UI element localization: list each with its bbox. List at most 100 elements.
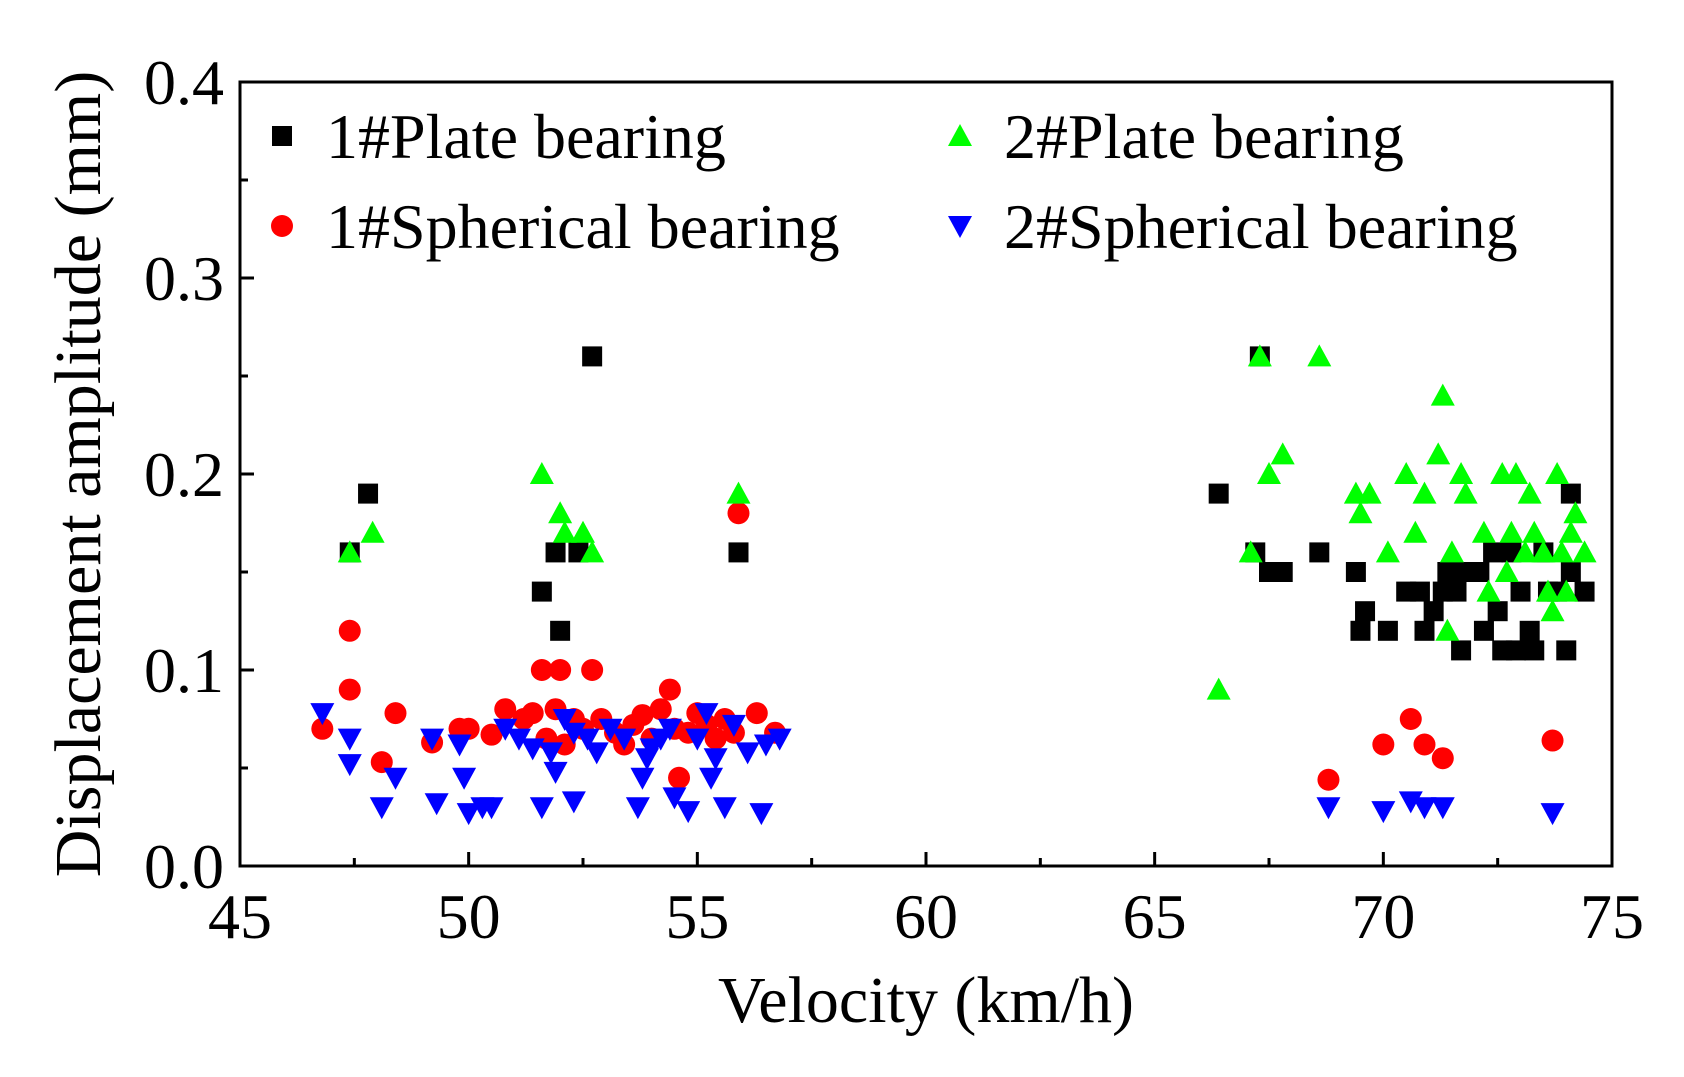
data-point [1371,801,1396,824]
data-point [658,678,681,701]
data-point [1435,618,1460,641]
data-point [1449,462,1474,484]
data-point [1309,542,1330,563]
data-point [727,502,750,525]
legend-label: 1#Plate bearing [326,101,726,172]
data-point [311,717,334,740]
data-point [1372,733,1395,756]
data-point [358,483,379,504]
data-point [529,797,554,820]
data-point [1439,540,1464,563]
legend-label: 1#Spherical bearing [326,191,840,262]
data-point [1558,520,1583,543]
data-point [1531,540,1556,563]
data-point [662,787,687,810]
data-point [494,698,517,721]
data-point [1473,620,1494,641]
data-point [1350,620,1371,641]
data-point [1522,520,1547,543]
data-point [631,704,654,727]
data-point [1494,560,1519,582]
legend-label: 2#Plate bearing [1004,101,1404,172]
data-point [480,723,503,746]
data-point [685,728,710,751]
data-point [1563,501,1588,524]
data-point [721,714,746,737]
data-point [369,797,394,820]
data-point [1524,640,1545,661]
legend-marker [948,216,972,238]
y-tick-label: 0.0 [144,831,224,902]
data-point [767,728,792,751]
data-point [1560,562,1581,582]
series-spherical-2 [310,703,1565,826]
data-point [1513,540,1538,563]
data-point [1414,620,1435,641]
data-point [571,520,595,543]
data-point [1574,581,1595,602]
data-point [337,754,362,777]
axis-ticks: 45 50 55 60 65 70 75 0.0 0.1 0.2 0.3 0.4 [144,47,1644,952]
data-point [1541,729,1564,752]
data-point [529,462,554,484]
data-point [630,767,655,790]
data-point [1556,640,1577,661]
data-point [383,767,408,790]
data-point [1355,601,1376,622]
x-tick-label: 50 [437,881,501,952]
data-point [1430,383,1455,406]
data-point [1345,562,1366,582]
data-point [1483,542,1504,563]
x-axis-title: Velocity (km/h) [718,964,1134,1037]
data-point [310,703,335,726]
data-point [561,791,586,814]
data-point [424,793,449,816]
data-point [1549,540,1574,563]
data-point [1247,344,1272,367]
data-point [1270,442,1295,465]
data-point [552,520,577,543]
data-point [545,542,566,563]
legend-marker [271,215,293,237]
data-point [1540,599,1565,622]
data-point [676,801,701,824]
data-point [1208,483,1229,504]
data-point [703,748,728,771]
data-point [580,540,605,563]
data-point [337,728,362,751]
data-point [1398,791,1423,814]
data-marks [310,344,1597,826]
data-point [598,718,623,741]
data-point [1423,601,1444,622]
series-plate-2 [337,344,1597,700]
y-tick-label: 0.2 [144,439,224,510]
data-point [553,733,576,756]
data-point [1446,581,1467,602]
data-point [657,718,682,741]
data-point [384,702,407,725]
data-point [668,766,691,789]
data-point [452,767,477,790]
data-point [370,751,393,774]
data-point [1412,797,1437,820]
legend-marker [272,126,292,146]
data-point [699,767,724,790]
data-point [1554,579,1579,602]
data-point [575,728,600,751]
data-point [457,717,480,740]
x-tick-label: 65 [1123,881,1187,952]
data-point [1399,708,1422,730]
data-point [1413,733,1436,756]
data-point [337,540,362,563]
data-point [447,734,472,757]
data-point [704,727,727,750]
data-point [1572,540,1597,563]
data-point [1348,501,1373,524]
data-point [1317,768,1340,791]
data-point [612,728,637,751]
data-point [1487,601,1508,622]
data-point [543,761,568,784]
data-point [745,702,768,725]
